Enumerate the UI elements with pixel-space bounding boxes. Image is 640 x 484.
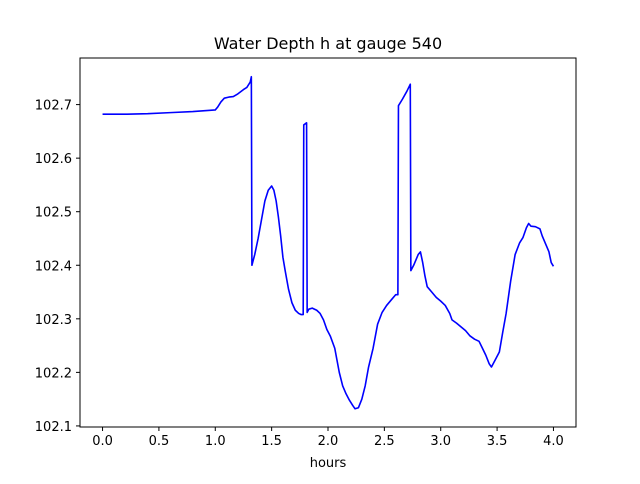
chart-title: Water Depth h at gauge 540	[214, 34, 442, 53]
x-tick-label: 0.5	[149, 434, 170, 449]
plot-area	[102, 75, 555, 410]
y-tick-label: 102.3	[35, 313, 72, 328]
y-tick-label: 102.6	[35, 152, 72, 167]
x-tick-label: 2.5	[374, 434, 395, 449]
x-tick-label: 3.5	[487, 434, 508, 449]
y-tick-label: 102.7	[35, 99, 72, 114]
x-tick-label: 3.0	[430, 434, 451, 449]
y-tick-label: 102.2	[35, 366, 72, 381]
x-axis-ticks: 0.0 0.5 1.0 1.5 2.0 2.5 3.0 3.5 4.0	[92, 427, 564, 449]
x-tick-label: 1.0	[205, 434, 226, 449]
x-tick-label: 4.0	[543, 434, 564, 449]
y-tick-label: 102.1	[35, 420, 72, 435]
y-tick-label: 102.5	[35, 206, 72, 221]
x-axis-label: hours	[310, 456, 347, 471]
x-tick-label: 2.0	[318, 434, 339, 449]
x-tick-label: 1.5	[261, 434, 282, 449]
series-line	[102, 75, 555, 410]
plot-frame	[79, 57, 577, 428]
y-tick-label: 102.4	[35, 259, 72, 274]
y-axis-ticks: 102.1 102.2 102.3 102.4 102.5 102.6 102.7	[35, 99, 80, 435]
x-tick-label: 0.0	[92, 434, 113, 449]
